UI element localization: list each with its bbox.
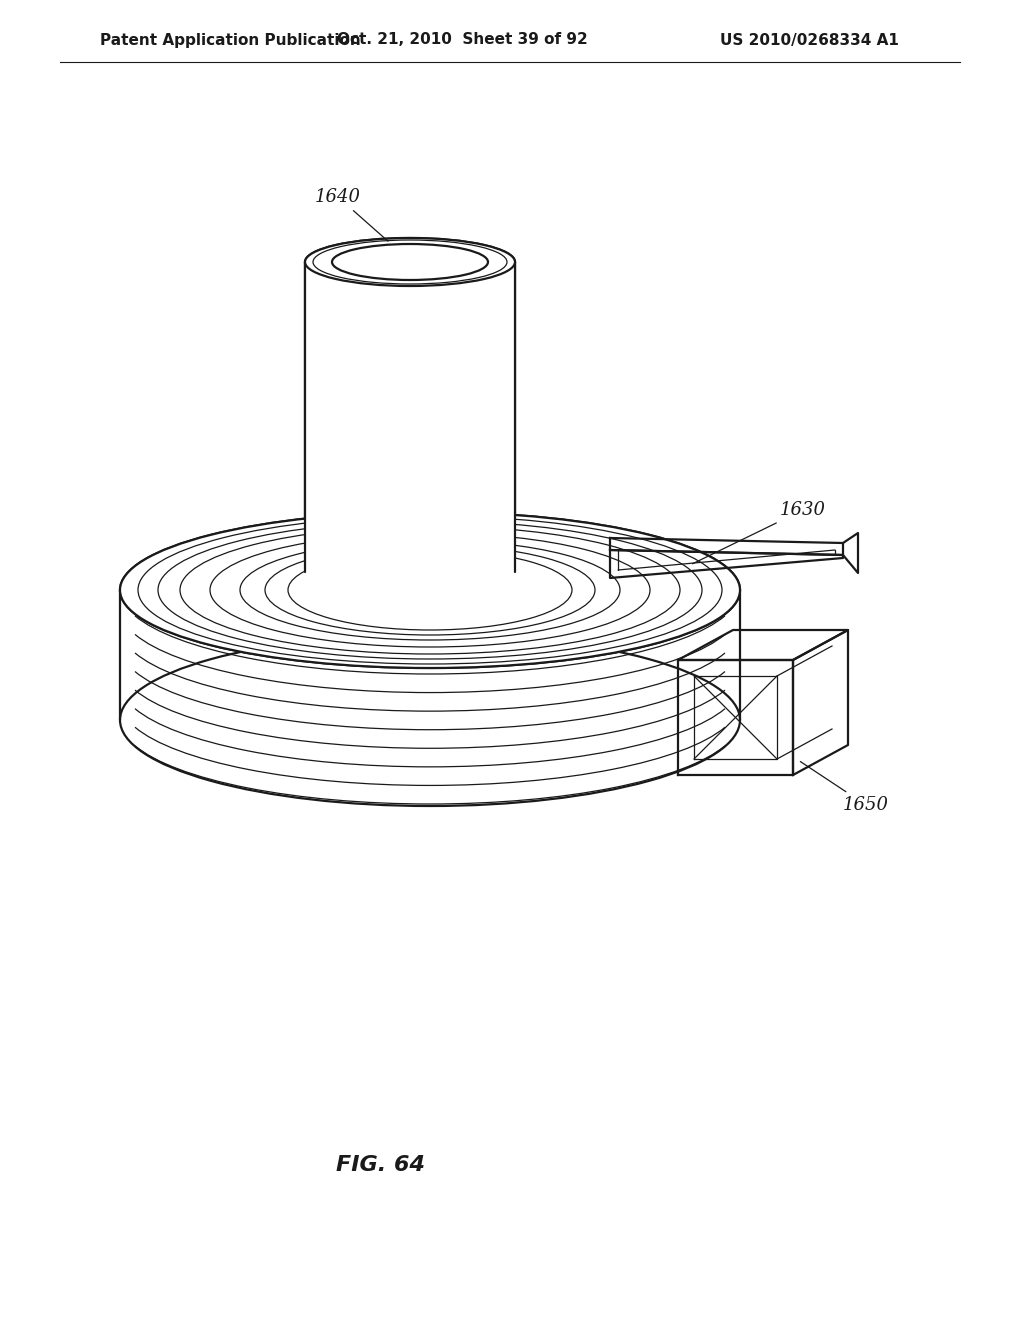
Ellipse shape [120,634,740,807]
Text: FIG. 64: FIG. 64 [336,1155,425,1175]
Text: 1630: 1630 [692,502,826,564]
FancyBboxPatch shape [305,261,515,572]
Ellipse shape [332,244,488,280]
Text: US 2010/0268334 A1: US 2010/0268334 A1 [720,33,899,48]
Text: 1640: 1640 [315,187,388,242]
Text: Patent Application Publication: Patent Application Publication [100,33,360,48]
Ellipse shape [120,512,740,668]
Text: Oct. 21, 2010  Sheet 39 of 92: Oct. 21, 2010 Sheet 39 of 92 [337,33,588,48]
Ellipse shape [120,512,740,668]
FancyBboxPatch shape [305,261,515,572]
Text: 1650: 1650 [801,762,889,814]
Ellipse shape [305,238,515,286]
Ellipse shape [332,244,488,280]
Ellipse shape [305,238,515,286]
